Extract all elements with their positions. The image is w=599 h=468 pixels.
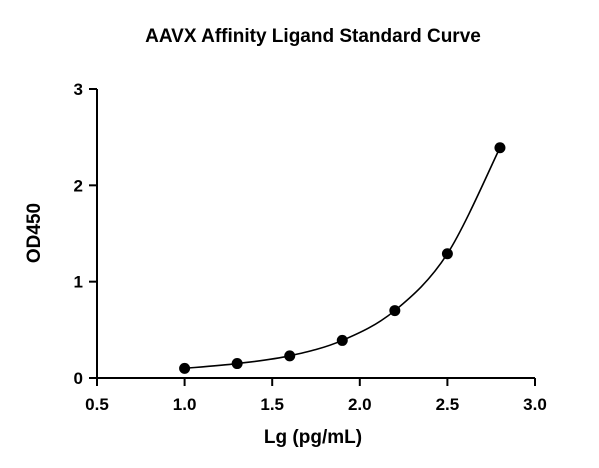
x-tick-label: 1.5	[260, 395, 284, 414]
data-point	[179, 362, 191, 374]
data-point	[494, 142, 506, 154]
x-axis-label: Lg (pg/mL)	[264, 427, 362, 448]
y-tick-label: 0	[74, 369, 83, 388]
x-tick-label: 3.0	[523, 395, 547, 414]
data-points	[179, 142, 506, 374]
y-axis-label: OD450	[24, 203, 45, 263]
data-point	[231, 358, 243, 370]
x-tick-label: 1.0	[173, 395, 197, 414]
axes	[96, 89, 535, 379]
x-ticks: 0.5 1.0 1.5 2.0 2.5 3.0	[85, 378, 547, 414]
x-tick-label: 0.5	[85, 395, 109, 414]
x-tick-label: 2.5	[436, 395, 460, 414]
y-tick-label: 1	[74, 273, 83, 292]
chart-title: AAVX Affinity Ligand Standard Curve	[145, 26, 481, 47]
y-tick-label: 2	[74, 176, 83, 195]
y-ticks: 0 1 2 3	[74, 80, 97, 388]
data-point	[389, 305, 401, 317]
data-point	[441, 248, 453, 260]
x-tick-label: 2.0	[348, 395, 372, 414]
data-point	[336, 334, 348, 346]
data-point	[284, 350, 296, 362]
y-tick-label: 3	[74, 80, 83, 99]
